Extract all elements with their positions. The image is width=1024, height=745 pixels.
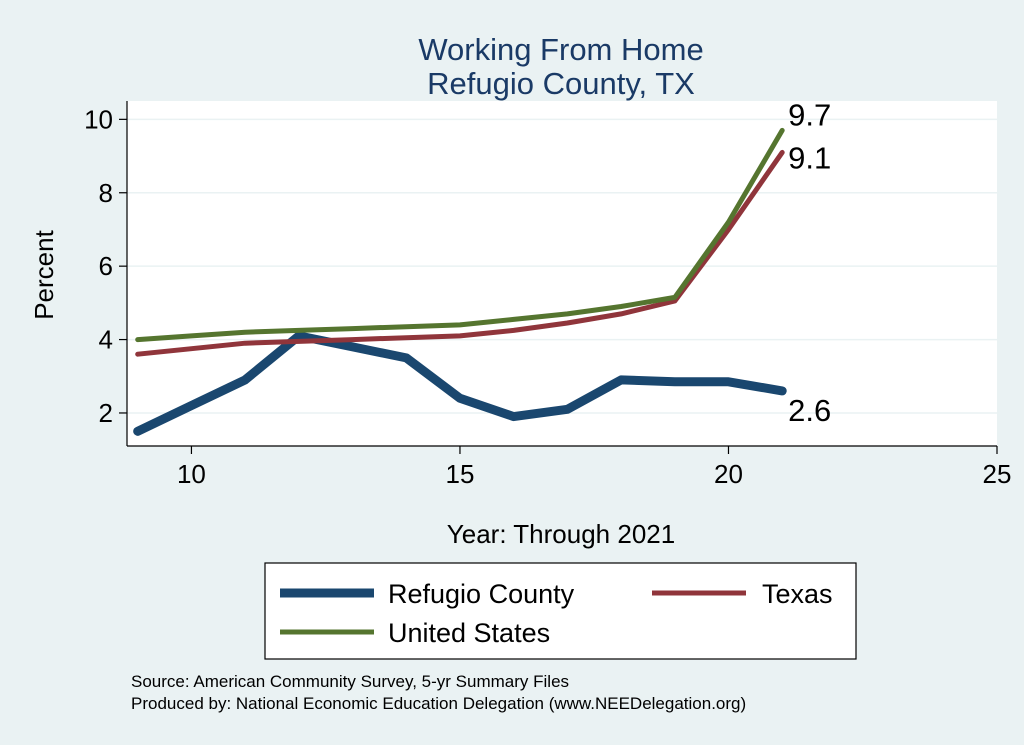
- series-lines: [133, 127, 787, 436]
- y-tick-label-4: 4: [99, 325, 113, 355]
- chart-title-line-2: Refugio County, TX: [427, 66, 695, 101]
- source-note: Source: American Community Survey, 5-yr …: [131, 672, 569, 691]
- end-label-united-states: 9.7: [788, 97, 831, 132]
- end-label-texas: 9.1: [788, 140, 831, 175]
- plot-area: [127, 101, 997, 446]
- y-tick-label-6: 6: [99, 251, 113, 281]
- chart-title-line-1: Working From Home: [418, 32, 703, 67]
- y-axis-title: Percent: [29, 229, 59, 319]
- end-labels: 2.6 9.1 9.7: [788, 97, 831, 428]
- series-line-texas: [135, 149, 785, 357]
- legend-label-texas: Texas: [762, 579, 833, 609]
- produced-by-note: Produced by: National Economic Education…: [131, 694, 746, 713]
- x-axis-title: Year: Through 2021: [447, 519, 675, 549]
- x-axis-ticks: 10 15 20 25: [177, 446, 1011, 489]
- y-tick-label-10: 10: [84, 104, 113, 134]
- x-tick-label-20: 20: [714, 459, 743, 489]
- x-tick-label-25: 25: [983, 459, 1012, 489]
- end-label-refugio-county: 2.6: [788, 393, 831, 428]
- x-tick-label-15: 15: [446, 459, 475, 489]
- y-axis-ticks: 2 4 6 8 10: [84, 104, 127, 428]
- legend-label-refugio-county: Refugio County: [388, 579, 575, 609]
- y-tick-label-2: 2: [99, 398, 113, 428]
- gridlines: [127, 118, 997, 414]
- legend-label-united-states: United States: [388, 618, 550, 648]
- series-line-united-states: [135, 127, 785, 343]
- y-tick-label-8: 8: [99, 178, 113, 208]
- series-line-refugio-county: [133, 331, 787, 436]
- legend-box: [264, 562, 857, 660]
- x-tick-label-10: 10: [177, 459, 206, 489]
